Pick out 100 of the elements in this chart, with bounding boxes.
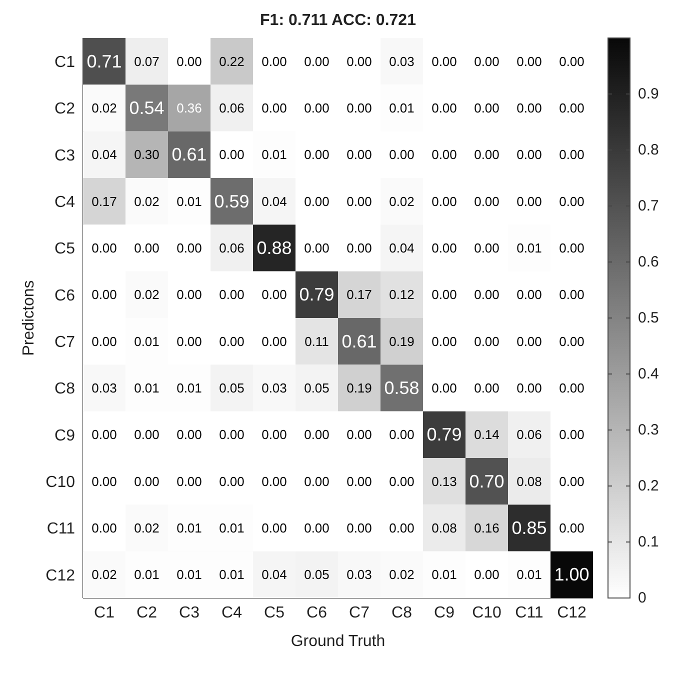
data-label: 0.00 [389,520,414,536]
data-label: 0.79 [299,284,334,305]
data-label: 0.00 [432,54,457,69]
data-label: 0.61 [342,331,377,352]
data-label: 0.58 [384,378,420,398]
y-tick-label: C11 [46,520,76,538]
color-bar-label: 0.4 [638,366,659,382]
y-tick-label: C4 [54,194,76,212]
y-tick-label: C5 [54,240,76,258]
data-label: 0.00 [559,100,584,116]
data-label: 0.17 [346,287,372,302]
data-label: 0.01 [134,567,160,582]
data-label: 0.00 [516,287,542,302]
data-label: 0.00 [559,194,584,209]
data-label: 0.01 [219,567,244,582]
data-label: 0.04 [389,240,414,256]
data-label: 0.01 [134,380,160,396]
x-tick-label: C7 [349,604,370,622]
chart-title: F1: 0.711 ACC: 0.721 [259,12,417,30]
data-label: 0.00 [304,100,330,116]
data-label: 0.00 [304,240,330,256]
data-label: 0.00 [516,334,542,349]
data-label: 0.36 [176,100,202,116]
data-label: 0.00 [219,427,244,442]
y-tick-label: C7 [54,334,76,352]
data-label: 0.00 [516,54,542,69]
data-label: 0.00 [219,147,244,162]
y-tick-label: C2 [54,100,76,118]
color-bar-label: 0.1 [638,534,659,550]
data-label: 0.59 [214,191,250,212]
data-label: 0.07 [134,54,160,69]
data-label: 0.00 [474,147,500,162]
data-label: 0.79 [426,424,462,445]
data-label: 0.00 [516,147,542,162]
data-label: 0.00 [432,287,457,302]
data-label: 0.04 [92,147,117,162]
data-label: 0.17 [92,194,117,209]
data-label: 0.00 [92,427,117,442]
data-label: 0.08 [432,520,457,536]
data-label: 0.00 [432,334,457,349]
data-label: 0.00 [516,380,542,396]
data-label: 0.00 [134,240,160,256]
x-tick-label: C4 [222,604,242,622]
y-tick-label: C9 [54,427,76,444]
data-label: 0.08 [516,474,542,489]
data-label: 0.61 [172,144,207,165]
data-label: 0.13 [432,474,457,489]
data-label: 0.05 [304,567,330,582]
data-label: 0.01 [176,567,202,582]
data-label: 0.12 [389,287,414,302]
x-tick-label: C11 [515,604,544,622]
color-bar-label: 0.9 [638,86,659,102]
data-label: 0.00 [516,194,542,209]
data-label: 0.03 [262,380,287,396]
data-label: 0.00 [219,287,244,302]
data-label: 0.00 [176,54,202,69]
data-label: 0.00 [92,287,117,302]
color-bar-label: 0.6 [638,254,659,270]
data-label: 0.70 [469,471,504,492]
color-bar-label: 0 [638,590,646,606]
data-label: 0.19 [389,334,414,349]
data-label: 0.00 [92,474,117,489]
data-label: 0.00 [474,380,500,396]
data-label: 0.00 [262,100,287,116]
y-tick-label: C12 [46,567,76,584]
data-label: 0.00 [219,334,244,349]
data-label: 0.01 [389,100,414,116]
x-tick-label: C9 [434,604,455,622]
data-label: 0.04 [262,567,287,582]
data-label: 0.00 [262,287,287,302]
data-label: 0.03 [92,380,117,396]
color-bar-label: 0.3 [638,422,659,438]
data-label: 0.00 [304,194,330,209]
data-label: 0.00 [559,147,584,162]
data-label: 0.00 [304,427,330,442]
data-label: 0.00 [389,147,414,162]
data-label: 0.03 [389,54,414,69]
data-label: 0.05 [219,380,244,396]
color-bar-label: 0.7 [638,198,659,214]
data-label: 0.00 [474,334,500,349]
data-label: 0.30 [134,147,160,162]
data-label: 0.00 [346,100,372,116]
data-label: 0.54 [129,98,164,118]
color-bar-label: 0.2 [638,478,659,494]
data-label: 0.00 [304,474,330,489]
data-label: 0.00 [346,520,372,536]
color-bar-label: 0.8 [638,142,659,158]
data-label: 0.02 [134,287,160,302]
data-label: 0.14 [474,427,500,442]
data-label: 0.02 [92,567,117,582]
data-label: 0.85 [512,518,547,538]
data-label: 0.19 [346,380,372,396]
data-label: 0.02 [92,100,117,116]
data-label: 0.06 [219,100,244,116]
data-label: 0.00 [346,54,372,69]
data-label: 0.00 [262,334,287,349]
data-label: 0.01 [432,567,457,582]
x-tick-label: C8 [392,604,412,622]
data-label: 0.11 [304,334,329,349]
data-label: 0.00 [389,427,414,442]
